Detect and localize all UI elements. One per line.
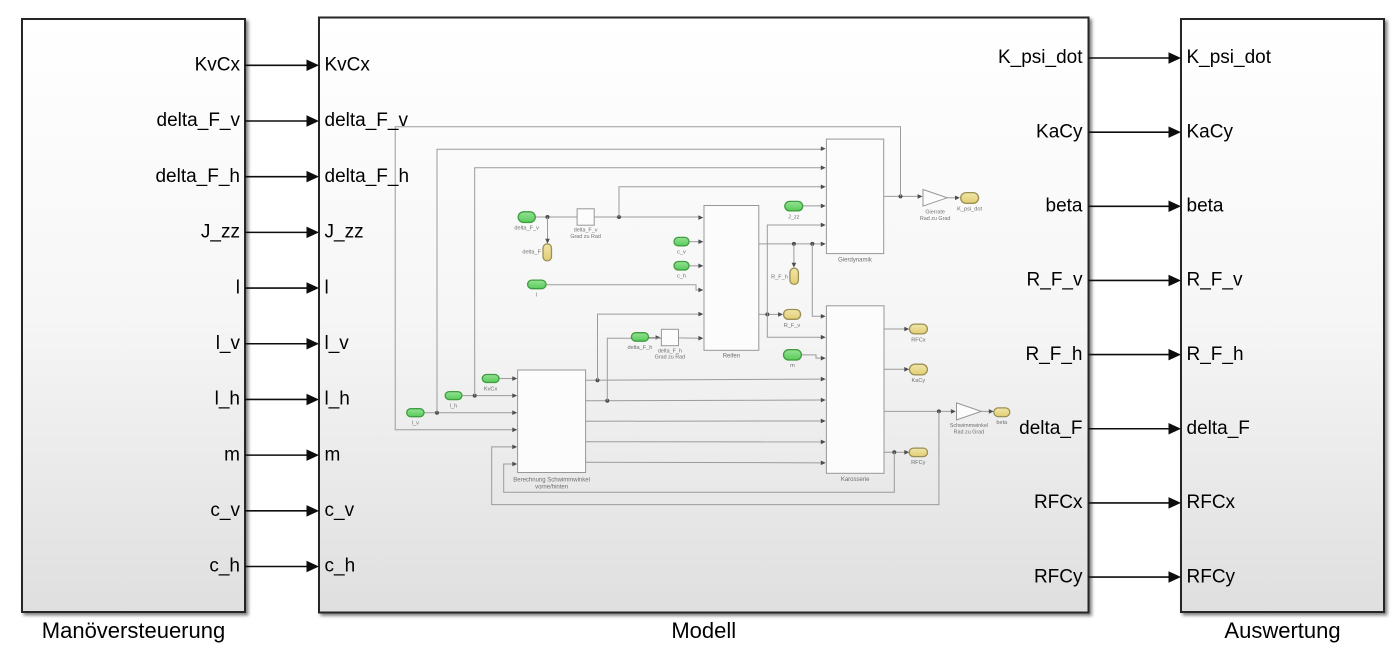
svg-text:l: l	[236, 277, 240, 298]
svg-text:RFCx: RFCx	[1034, 492, 1083, 513]
svg-text:delta_F_h: delta_F_h	[325, 166, 410, 187]
svg-text:Berechnung Schwimmwinkel: Berechnung Schwimmwinkel	[513, 477, 590, 483]
svg-text:beta: beta	[996, 420, 1008, 426]
svg-text:l: l	[536, 293, 537, 299]
svg-text:J_zz: J_zz	[325, 222, 364, 243]
svg-text:l_v: l_v	[216, 333, 241, 354]
svg-text:l_v: l_v	[412, 420, 419, 426]
svg-text:c_v: c_v	[325, 500, 355, 521]
svg-text:beta: beta	[1187, 196, 1224, 217]
svg-text:J_zz: J_zz	[201, 222, 240, 243]
svg-text:J_zz: J_zz	[788, 214, 800, 220]
svg-text:R_F_v: R_F_v	[1027, 270, 1083, 291]
svg-text:delta_F_h: delta_F_h	[658, 348, 682, 354]
svg-text:K_psi_dot: K_psi_dot	[998, 47, 1083, 68]
svg-text:l_h: l_h	[450, 403, 457, 409]
svg-text:l: l	[325, 277, 329, 298]
svg-text:KvCx: KvCx	[484, 386, 498, 392]
svg-text:delta_F: delta_F	[522, 250, 541, 256]
svg-text:RFCy: RFCy	[1187, 566, 1236, 587]
svg-text:Auswertung: Auswertung	[1224, 618, 1340, 643]
svg-text:Modell: Modell	[671, 618, 736, 643]
svg-text:R_F_v: R_F_v	[1187, 270, 1243, 291]
svg-text:m: m	[224, 444, 240, 465]
svg-text:Manöversteuerung: Manöversteuerung	[42, 618, 225, 643]
svg-text:Grad zu Rad: Grad zu Rad	[655, 355, 686, 361]
svg-text:Schwimmwinkel: Schwimmwinkel	[950, 423, 988, 429]
svg-text:delta_F_h: delta_F_h	[627, 345, 652, 351]
svg-text:RFCy: RFCy	[1034, 566, 1083, 587]
svg-text:Rad zu Grad: Rad zu Grad	[954, 429, 985, 435]
svg-text:l_h: l_h	[325, 389, 350, 410]
svg-text:c_v: c_v	[677, 249, 686, 255]
svg-text:RFCx: RFCx	[1187, 492, 1236, 513]
svg-text:l_v: l_v	[325, 333, 350, 354]
svg-text:m: m	[325, 444, 341, 465]
svg-text:delta_F: delta_F	[1187, 418, 1250, 439]
svg-text:K_psi_dot: K_psi_dot	[957, 207, 982, 213]
svg-text:Karosserie: Karosserie	[841, 477, 870, 483]
svg-text:R_F_h: R_F_h	[1025, 344, 1082, 365]
svg-text:KvCx: KvCx	[195, 55, 241, 76]
svg-text:c_v: c_v	[210, 500, 240, 521]
svg-text:delta_F_v: delta_F_v	[157, 110, 241, 131]
svg-text:RFCy: RFCy	[911, 460, 925, 466]
svg-text:KvCx: KvCx	[325, 55, 371, 76]
svg-text:vorne/hinten: vorne/hinten	[535, 484, 568, 490]
svg-text:Reifen: Reifen	[723, 354, 740, 360]
svg-text:Gierrate: Gierrate	[925, 209, 944, 215]
svg-text:R_F_v: R_F_v	[784, 323, 801, 329]
svg-text:l_h: l_h	[215, 389, 240, 410]
svg-text:delta_F_v: delta_F_v	[514, 226, 539, 232]
svg-text:beta: beta	[1046, 196, 1083, 217]
svg-text:Grad zu Rad: Grad zu Rad	[570, 234, 601, 240]
svg-text:RFCx: RFCx	[911, 337, 925, 343]
svg-text:Rad zu Grad: Rad zu Grad	[920, 216, 951, 222]
svg-text:KaCy: KaCy	[1187, 121, 1234, 142]
svg-text:R_F_h: R_F_h	[771, 275, 788, 281]
svg-text:m: m	[790, 363, 795, 369]
svg-text:KaCy: KaCy	[912, 378, 926, 384]
svg-text:delta_F_v: delta_F_v	[574, 228, 598, 234]
svg-text:c_h: c_h	[325, 556, 356, 577]
svg-text:c_h: c_h	[209, 556, 240, 577]
svg-text:KaCy: KaCy	[1036, 121, 1083, 142]
svg-text:K_psi_dot: K_psi_dot	[1187, 47, 1272, 68]
svg-text:delta_F_h: delta_F_h	[155, 166, 240, 187]
svg-text:c_h: c_h	[677, 274, 686, 280]
svg-text:Gierdynamik: Gierdynamik	[838, 258, 873, 264]
svg-text:R_F_h: R_F_h	[1187, 344, 1244, 365]
svg-text:delta_F_v: delta_F_v	[325, 110, 409, 131]
svg-text:delta_F: delta_F	[1019, 418, 1082, 439]
